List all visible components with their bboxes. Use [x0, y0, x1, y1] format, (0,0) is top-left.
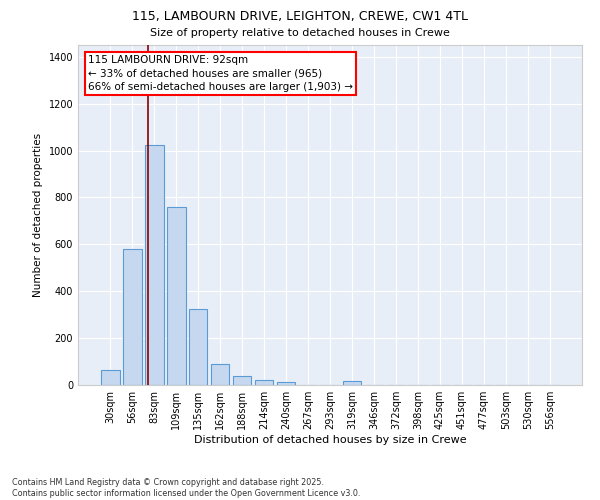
- Bar: [343, 381, 361, 385]
- Text: Size of property relative to detached houses in Crewe: Size of property relative to detached ho…: [150, 28, 450, 38]
- Bar: [189, 309, 208, 385]
- Bar: [233, 376, 251, 385]
- Bar: [101, 370, 119, 385]
- Bar: [123, 250, 142, 385]
- Bar: [145, 146, 164, 385]
- Bar: [211, 364, 229, 385]
- X-axis label: Distribution of detached houses by size in Crewe: Distribution of detached houses by size …: [194, 435, 466, 445]
- Bar: [277, 382, 295, 385]
- Y-axis label: Number of detached properties: Number of detached properties: [33, 133, 43, 297]
- Text: 115, LAMBOURN DRIVE, LEIGHTON, CREWE, CW1 4TL: 115, LAMBOURN DRIVE, LEIGHTON, CREWE, CW…: [132, 10, 468, 23]
- Bar: [255, 380, 274, 385]
- Bar: [167, 207, 185, 385]
- Text: 115 LAMBOURN DRIVE: 92sqm
← 33% of detached houses are smaller (965)
66% of semi: 115 LAMBOURN DRIVE: 92sqm ← 33% of detac…: [88, 55, 353, 92]
- Text: Contains HM Land Registry data © Crown copyright and database right 2025.
Contai: Contains HM Land Registry data © Crown c…: [12, 478, 361, 498]
